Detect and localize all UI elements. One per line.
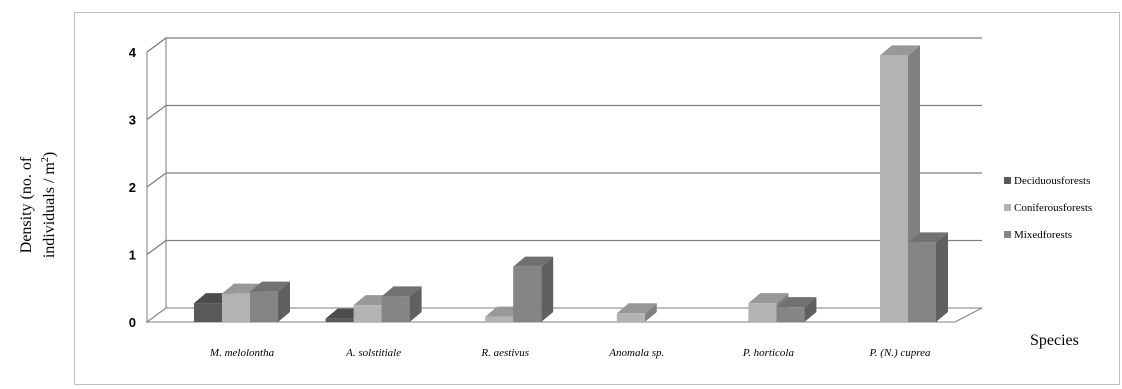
x-tick-label: A. solstitiale [345,347,401,359]
x-tick-label: R. aestivus [480,347,529,359]
y-axis-label-sup: 2 [39,157,51,163]
legend-swatch [1004,231,1011,238]
legend-swatch [1004,177,1011,184]
chart-walls [145,37,983,323]
gridline [146,37,982,53]
y-tick-label: 0 [129,315,136,330]
bars [194,45,948,322]
bar [908,232,948,322]
x-axis-label: Species [1030,332,1079,349]
bar [513,256,554,322]
x-tick-label: Anomala sp. [608,347,664,359]
bar [250,281,290,322]
y-tick-label: 3 [129,113,136,128]
legend-label: Mixedforests [1014,229,1072,241]
gridline [146,172,982,188]
legend-swatch [1004,204,1011,211]
chart-frame [74,12,1120,385]
x-tick-label: P. (N.) cupreа [868,347,931,359]
legend-label: Deciduousforests [1014,175,1090,187]
x-tick-label: M. melolontha [209,347,275,359]
gridline [146,104,982,121]
y-axis-label-line1: Density (no. of [17,156,35,254]
y-axis-label-end: ) [41,151,59,158]
y-axis-label: Density (no. of individuals / m2) [8,110,68,300]
y-axis-label-line2: individuals / m [41,162,59,259]
legend-label: Coniferousforests [1014,202,1092,214]
gridline [146,239,982,256]
x-tick-label: P. horticola [742,347,795,359]
y-tick-label: 4 [129,45,137,60]
y-tick-label: 2 [129,180,136,195]
gridlines [146,37,982,256]
y-ticks: 0 1 2 3 4 [129,45,137,330]
bar [381,286,422,322]
bar [776,297,817,322]
legend: Deciduousforests Coniferousforests Mixedfo… [1004,175,1092,241]
bar [616,303,657,322]
x-ticks: M. melolontha A. solstitiale R. aestivus An… [209,347,931,359]
y-tick-label: 1 [129,248,136,263]
